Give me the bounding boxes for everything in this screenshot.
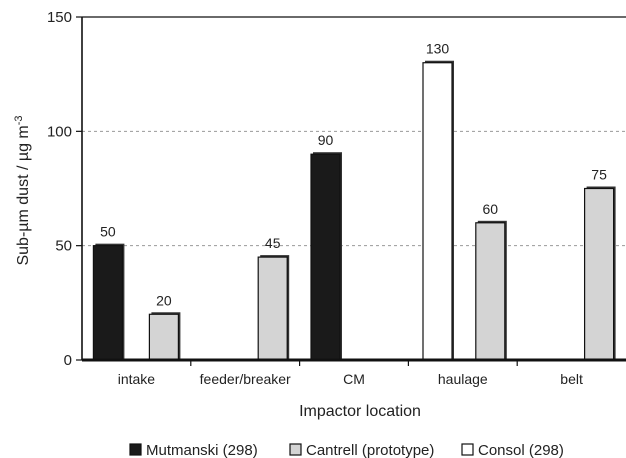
y-axis-title-superscript: -3 — [13, 115, 25, 125]
y-axis-title-main: Sub-µm dust / µg m — [15, 125, 32, 265]
data-label: 45 — [265, 235, 281, 251]
legend-label: Mutmanski (298) — [146, 442, 258, 458]
data-label: 130 — [426, 41, 450, 57]
gridlines — [82, 130, 626, 247]
data-label: 60 — [483, 201, 499, 217]
bar-cm-0 — [310, 153, 341, 361]
data-label: 50 — [100, 224, 116, 240]
bar-belt-1 — [583, 187, 615, 361]
data-label: 75 — [591, 167, 607, 183]
legend-swatch — [129, 443, 142, 456]
data-label: 20 — [156, 292, 172, 308]
legend-swatch — [289, 443, 302, 456]
bar-intake-0 — [92, 245, 124, 361]
legend-label: Cantrell (prototype) — [306, 442, 434, 458]
x-tick-label: feeder/breaker — [200, 371, 291, 387]
legend-label: Consol (298) — [478, 442, 564, 458]
bar-cm-2 — [422, 62, 453, 361]
y-axis-title: Sub-µm dust / µg m-3 — [13, 115, 32, 265]
bar-haulage-1 — [475, 222, 506, 361]
legend-swatch — [461, 443, 474, 456]
data-label: 90 — [318, 132, 334, 148]
legend: Mutmanski (298) Cantrell (prototype) Conso… — [129, 442, 564, 458]
bar-feeder-breaker-1 — [257, 256, 288, 361]
x-tick-label: haulage — [438, 371, 488, 387]
x-axis-title: Impactor location — [299, 403, 421, 420]
y-tick-label: 50 — [55, 238, 72, 255]
axes: 0 50 100 150 intake feeder/breaker CM haulage be… — [47, 9, 626, 387]
bar-intake-1 — [148, 313, 179, 361]
y-tick-label: 100 — [47, 123, 72, 140]
y-tick-label: 150 — [47, 9, 72, 26]
data-labels: 50 20 45 90 130 60 75 — [100, 41, 607, 309]
x-tick-label: belt — [560, 371, 583, 387]
y-tick-label: 0 — [64, 352, 72, 369]
x-tick-label: intake — [118, 371, 156, 387]
bars — [92, 60, 616, 361]
x-tick-label: CM — [343, 371, 365, 387]
